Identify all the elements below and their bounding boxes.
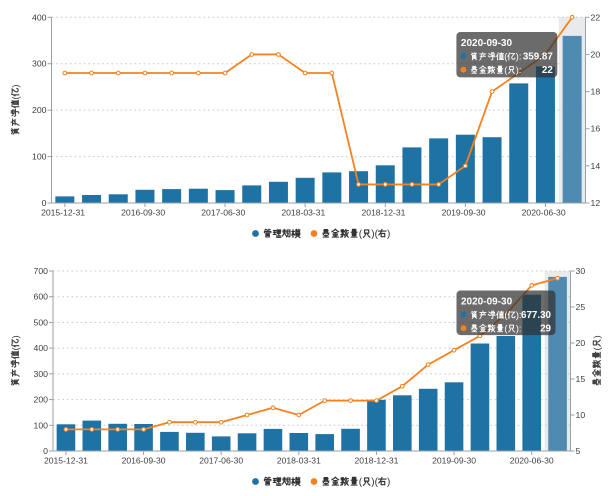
svg-text:(: ( xyxy=(504,52,507,62)
svg-text:(: ( xyxy=(359,477,363,488)
svg-text:): ) xyxy=(592,335,603,338)
svg-text:100: 100 xyxy=(34,420,49,430)
svg-text:2020-09-30: 2020-09-30 xyxy=(461,38,513,49)
svg-text:2015-12-31: 2015-12-31 xyxy=(44,456,88,466)
svg-text:(: ( xyxy=(504,310,507,320)
svg-text:16: 16 xyxy=(591,124,601,134)
svg-text:2016-09-30: 2016-09-30 xyxy=(121,208,165,218)
svg-text:): ) xyxy=(11,84,22,87)
svg-text:300: 300 xyxy=(32,59,47,69)
svg-text:20: 20 xyxy=(576,338,586,348)
svg-text:):: ): xyxy=(516,310,522,320)
svg-text:300: 300 xyxy=(34,369,49,379)
svg-text:200: 200 xyxy=(34,395,49,405)
svg-text:677.30: 677.30 xyxy=(521,310,552,321)
svg-text:0: 0 xyxy=(42,198,47,208)
svg-text:2017-06-30: 2017-06-30 xyxy=(201,208,245,218)
svg-text:10: 10 xyxy=(576,410,586,420)
svg-text:2015-12-31: 2015-12-31 xyxy=(41,208,85,218)
svg-text:359.87: 359.87 xyxy=(523,52,554,63)
svg-text:)(: )( xyxy=(371,229,378,240)
svg-text:400: 400 xyxy=(34,343,49,353)
svg-text:)(: )( xyxy=(371,477,378,488)
svg-text:):: ): xyxy=(516,52,522,62)
svg-text:):: ): xyxy=(516,65,522,75)
svg-text:400: 400 xyxy=(32,12,47,22)
svg-text:(: ( xyxy=(359,229,363,240)
svg-text:5: 5 xyxy=(576,446,581,456)
svg-text:20: 20 xyxy=(591,49,601,59)
svg-text:(: ( xyxy=(504,324,507,334)
svg-text:2019-09-30: 2019-09-30 xyxy=(442,208,486,218)
svg-text:):: ): xyxy=(516,324,522,334)
svg-text:): ) xyxy=(387,477,390,488)
svg-text:2016-09-30: 2016-09-30 xyxy=(122,456,166,466)
svg-text:200: 200 xyxy=(32,105,47,115)
svg-text:): ) xyxy=(11,335,22,338)
svg-text:30: 30 xyxy=(576,266,586,276)
svg-text:100: 100 xyxy=(32,152,47,162)
svg-text:2020-09-30: 2020-09-30 xyxy=(461,296,513,307)
svg-text:2018-12-31: 2018-12-31 xyxy=(354,456,398,466)
svg-text:15: 15 xyxy=(576,374,586,384)
svg-text:22: 22 xyxy=(591,12,601,22)
svg-text:(: ( xyxy=(592,346,603,350)
svg-text:2019-09-30: 2019-09-30 xyxy=(432,456,476,466)
svg-text:2020-06-30: 2020-06-30 xyxy=(522,208,566,218)
svg-text:2018-03-31: 2018-03-31 xyxy=(281,208,325,218)
svg-text:2020-06-30: 2020-06-30 xyxy=(510,456,554,466)
svg-text:22: 22 xyxy=(542,65,553,76)
svg-text:): ) xyxy=(387,229,390,240)
svg-text:(: ( xyxy=(11,346,22,350)
svg-text:600: 600 xyxy=(34,292,49,302)
svg-text:2018-12-31: 2018-12-31 xyxy=(361,208,405,218)
svg-text:14: 14 xyxy=(591,161,601,171)
svg-text:500: 500 xyxy=(34,317,49,327)
svg-text:(: ( xyxy=(504,65,507,75)
svg-text:18: 18 xyxy=(591,87,601,97)
svg-text:12: 12 xyxy=(591,198,601,208)
svg-text:2017-06-30: 2017-06-30 xyxy=(199,456,243,466)
svg-text:(: ( xyxy=(11,96,22,100)
svg-text:25: 25 xyxy=(576,302,586,312)
svg-text:2018-03-31: 2018-03-31 xyxy=(277,456,321,466)
svg-text:700: 700 xyxy=(34,266,49,276)
svg-text:29: 29 xyxy=(540,324,551,335)
svg-text:0: 0 xyxy=(43,446,48,456)
